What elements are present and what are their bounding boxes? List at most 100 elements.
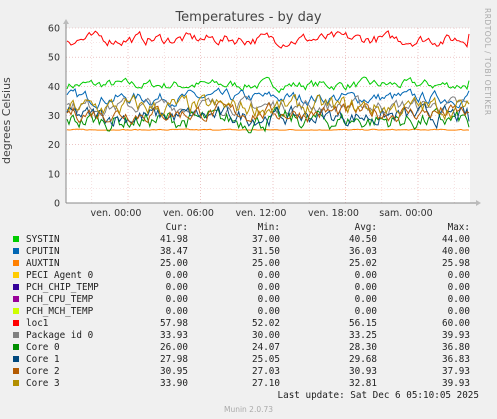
legend-row-core-2: Core 2 30.95 27.03 30.93 37.93: [0, 366, 497, 378]
legend-avg-value: 56.15: [349, 318, 377, 329]
legend-min-value: 0.00: [257, 306, 280, 317]
legend-max-value: 40.00: [442, 246, 470, 257]
legend-cur-value: 0.00: [165, 270, 188, 281]
legend-min-value: 27.10: [252, 378, 280, 389]
legend-min-value: 25.00: [252, 258, 280, 269]
temperature-chart: 0 10 20 30 40 50 60 ven. 00:00 ven. 06:00 ven. 12…: [48, 19, 481, 219]
legend-max-value: 39.93: [442, 378, 470, 389]
legend-series-name: PCH_MCH_TEMP: [26, 306, 94, 317]
legend-series-name: Core 0: [26, 342, 60, 353]
legend-min-value: 52.02: [252, 318, 280, 329]
legend-avg-value: 30.93: [349, 366, 377, 377]
legend-swatch: [13, 260, 19, 266]
series-line-package-id-0: [66, 94, 470, 117]
legend-row-systin: SYSTIN 41.98 37.00 40.50 44.00: [0, 234, 497, 246]
legend-cur-value: 30.95: [160, 366, 188, 377]
legend-series-name: PCH_CHIP_TEMP: [26, 282, 99, 293]
legend-max-value: 44.00: [442, 234, 470, 245]
legend-swatch: [13, 332, 19, 338]
series-line-core-2: [66, 101, 470, 126]
legend-min-value: 0.00: [257, 282, 280, 293]
y-tick-label: 10: [48, 169, 60, 180]
legend-series-name: SYSTIN: [26, 234, 60, 245]
legend-avg-value: 36.03: [349, 246, 377, 257]
legend-swatch: [13, 236, 19, 242]
legend-avg-value: 29.68: [349, 354, 377, 365]
chart-title: Temperatures - by day: [175, 10, 322, 25]
series-line-core-0: [66, 106, 470, 134]
legend-max-value: 39.93: [442, 330, 470, 341]
legend-header-max: Max:: [447, 222, 470, 233]
legend-max-value: 36.80: [442, 342, 470, 353]
legend-max-value: 0.00: [447, 294, 470, 305]
legend-swatch: [13, 380, 19, 386]
y-tick-label: 0: [54, 199, 60, 210]
legend-cur-value: 57.98: [160, 318, 188, 329]
legend-row-peci-agent-0: PECI Agent 0 0.00 0.00 0.00 0.00: [0, 270, 497, 282]
legend-series-name: Core 1: [26, 354, 60, 365]
legend-header-cur: Cur:: [165, 222, 188, 233]
legend-max-value: 0.00: [447, 270, 470, 281]
legend-swatch: [13, 368, 19, 374]
legend-cur-value: 25.00: [160, 258, 188, 269]
legend-swatch: [13, 272, 19, 278]
rrdtool-credit: RRDTOOL / TOBI OETIKER: [483, 8, 492, 116]
legend-min-value: 30.00: [252, 330, 280, 341]
legend-min-value: 27.03: [252, 366, 280, 377]
y-tick-label: 30: [48, 111, 60, 122]
series-line-systin: [66, 76, 470, 94]
x-tick-label: ven. 00:00: [91, 208, 142, 219]
legend-cur-value: 0.00: [165, 294, 188, 305]
legend-row-pch-cpu-temp: PCH_CPU_TEMP 0.00 0.00 0.00 0.00: [0, 294, 497, 306]
legend-max-value: 36.83: [442, 354, 470, 365]
legend-header-min: Min:: [257, 222, 280, 233]
legend-avg-value: 40.50: [349, 234, 377, 245]
legend-avg-value: 0.00: [354, 306, 377, 317]
legend-row-cputin: CPUTIN 38.47 31.50 36.03 40.00: [0, 246, 497, 258]
legend-avg-value: 28.30: [349, 342, 377, 353]
legend-swatch: [13, 284, 19, 290]
legend-cur-value: 0.00: [165, 306, 188, 317]
legend-avg-value: 33.25: [349, 330, 377, 341]
legend-cur-value: 0.00: [165, 282, 188, 293]
legend-row-auxtin: AUXTIN 25.00 25.00 25.02 25.98: [0, 258, 497, 270]
series-line-auxtin: [66, 128, 470, 131]
legend-avg-value: 25.02: [349, 258, 377, 269]
legend-header-row: Cur: Min: Avg: Max:: [0, 222, 497, 234]
legend-series-name: PCH_CPU_TEMP: [26, 294, 94, 305]
x-tick-label: ven. 18:00: [308, 208, 359, 219]
legend-series-name: Core 2: [26, 366, 60, 377]
legend-avg-value: 0.00: [354, 294, 377, 305]
legend-series-name: AUXTIN: [26, 258, 60, 269]
legend-cur-value: 27.98: [160, 354, 188, 365]
legend-min-value: 0.00: [257, 294, 280, 305]
legend-row-package-id-0: Package id 0 33.93 30.00 33.25 39.93: [0, 330, 497, 342]
legend-series-name: CPUTIN: [26, 246, 60, 257]
legend-cur-value: 33.93: [160, 330, 188, 341]
legend-series-name: loc1: [26, 318, 49, 329]
legend-min-value: 24.07: [252, 342, 280, 353]
series-line-loc1: [66, 30, 470, 49]
legend-series-name: Core 3: [26, 378, 60, 389]
legend-row-loc1: loc1 57.98 52.02 56.15 60.00: [0, 318, 497, 330]
legend-max-value: 37.93: [442, 366, 470, 377]
legend-max-value: 0.00: [447, 306, 470, 317]
legend-min-value: 0.00: [257, 270, 280, 281]
series-line-cputin: [66, 87, 470, 110]
munin-version: Munin 2.0.73: [223, 405, 274, 414]
legend-max-value: 60.00: [442, 318, 470, 329]
x-axis-arrow-icon: [476, 200, 481, 206]
legend-max-value: 25.98: [442, 258, 470, 269]
legend-cur-value: 41.98: [160, 234, 188, 245]
legend-row-core-1: Core 1 27.98 25.05 29.68 36.83: [0, 354, 497, 366]
y-tick-label: 60: [48, 24, 60, 35]
legend-cur-value: 33.90: [160, 378, 188, 389]
y-tick-label: 40: [48, 82, 60, 93]
legend-max-value: 0.00: [447, 282, 470, 293]
x-tick-label: sam. 00:00: [379, 208, 432, 219]
legend-row-core-3: Core 3 33.90 27.10 32.81 39.93: [0, 378, 497, 390]
legend-header-avg: Avg:: [354, 222, 377, 233]
legend-swatch: [13, 320, 19, 326]
legend-series-name: Package id 0: [26, 330, 94, 341]
legend-cur-value: 26.00: [160, 342, 188, 353]
